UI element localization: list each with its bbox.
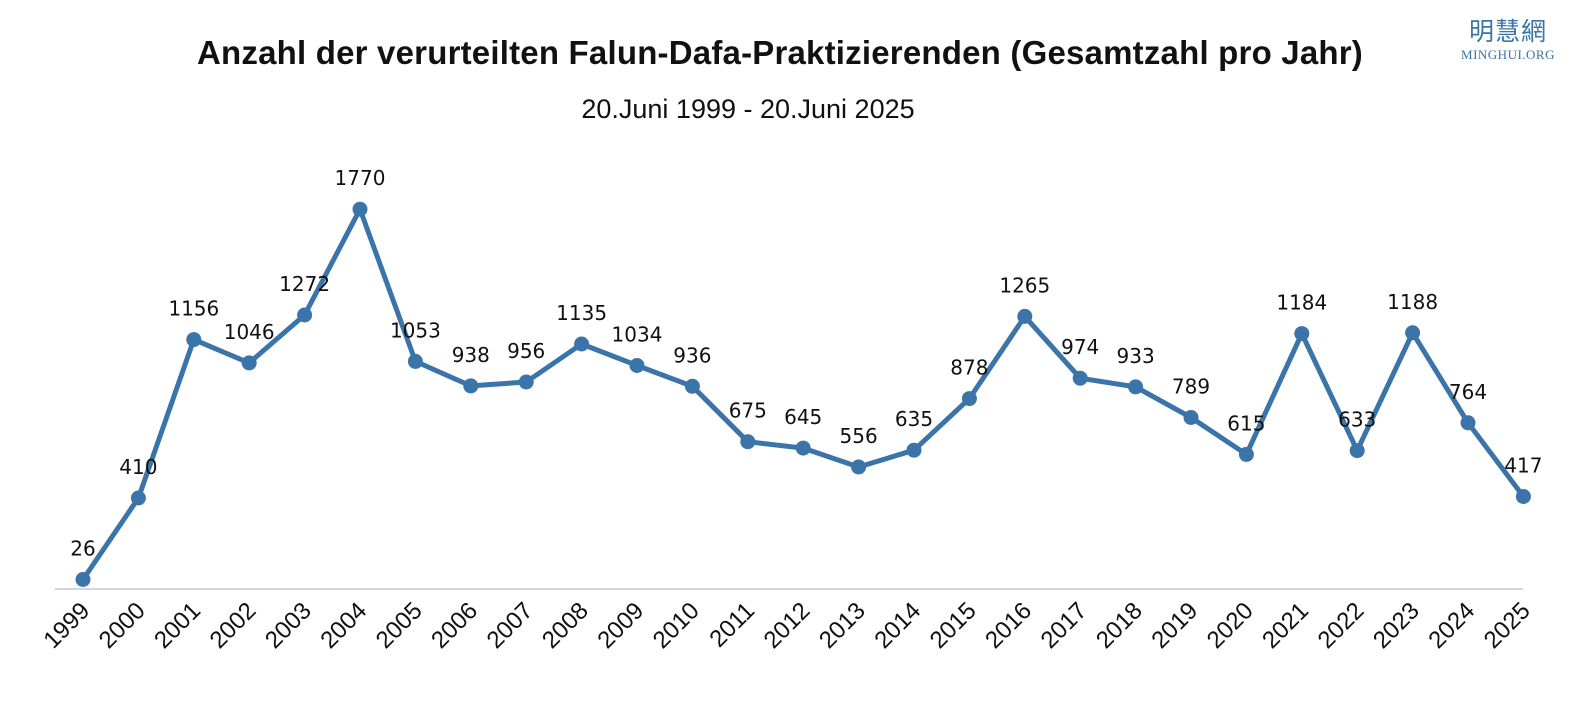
data-point-2008 [574,336,590,352]
logo-cjk-text: 明慧網 [1468,17,1547,46]
x-tick-2007: 2007 [482,597,539,654]
data-label-2013: 556 [840,424,878,448]
data-label-2003: 1272 [279,272,330,296]
data-label-2001: 1156 [168,297,219,321]
x-tick-1999: 1999 [38,597,95,654]
data-label-2000: 410 [119,455,157,479]
data-label-2007: 956 [507,339,545,363]
x-tick-2014: 2014 [869,597,926,654]
x-tick-2013: 2013 [814,597,871,654]
data-point-2018 [1128,379,1144,395]
data-point-2003 [297,307,313,323]
data-point-2014 [906,442,922,458]
x-tick-2025: 2025 [1479,597,1536,654]
x-tick-2018: 2018 [1091,597,1148,654]
data-point-2004 [352,201,368,217]
x-tick-2021: 2021 [1257,597,1314,654]
data-label-2018: 933 [1117,344,1155,368]
x-tick-2023: 2023 [1368,597,1425,654]
data-label-2021: 1184 [1276,291,1327,315]
data-point-2025 [1515,489,1531,504]
x-tick-2017: 2017 [1036,597,1093,654]
x-tick-2011: 2011 [704,597,760,653]
data-point-2005 [407,353,423,369]
x-tick-2000: 2000 [94,597,151,654]
data-label-2009: 1034 [612,323,663,347]
x-tick-2010: 2010 [648,597,705,654]
data-label-2005: 1053 [390,318,441,342]
data-point-2011 [740,434,756,450]
x-tick-2024: 2024 [1423,597,1480,654]
chart-title: Anzahl der verurteilten Falun-Dafa-Prakt… [197,34,1363,71]
data-point-2023 [1405,325,1421,341]
data-label-2014: 635 [895,407,933,431]
x-tick-2022: 2022 [1313,597,1370,654]
data-label-2015: 878 [950,356,988,380]
data-label-2020: 615 [1227,411,1265,435]
x-tick-2001: 2001 [149,597,206,654]
logo-latin-text: MINGHUI.ORG [1461,47,1555,62]
minghui-logo: 明慧網 MINGHUI.ORG [1450,16,1566,62]
x-tick-2016: 2016 [980,597,1037,654]
x-tick-2005: 2005 [371,597,428,654]
x-tick-2015: 2015 [925,597,982,654]
data-label-2023: 1188 [1387,290,1438,314]
data-points [75,201,1531,587]
data-label-2022: 633 [1338,408,1376,432]
data-point-2015 [961,391,977,407]
data-point-2020 [1238,446,1254,462]
data-point-2012 [795,440,811,456]
data-point-2006 [463,378,479,394]
x-tick-2002: 2002 [205,597,262,654]
data-point-2002 [241,355,257,371]
x-tick-2020: 2020 [1202,597,1259,654]
data-point-2021 [1294,326,1310,342]
x-tick-2012: 2012 [759,597,816,654]
data-point-1999 [75,572,91,587]
data-label-2016: 1265 [999,273,1050,297]
data-point-2024 [1460,415,1476,431]
data-label-2011: 675 [729,399,767,423]
x-tick-2019: 2019 [1146,597,1203,654]
data-point-2022 [1349,443,1365,459]
data-label-2008: 1135 [556,301,607,325]
series-line [80,206,1526,582]
data-label-2024: 764 [1449,380,1487,404]
data-point-2010 [684,378,700,394]
x-tick-labels: 1999200020012002200320042005200620072008… [38,597,1535,654]
x-tick-2004: 2004 [315,597,372,654]
data-label-2004: 1770 [335,166,386,190]
data-label-2017: 974 [1061,335,1099,359]
chart-subtitle: 20.Juni 1999 - 20.Juni 2025 [581,94,915,124]
data-label-2006: 938 [452,343,490,367]
data-label-2012: 645 [784,405,822,429]
data-label-2025: 417 [1504,454,1542,478]
label-halo-layer [68,168,1546,560]
data-point-2019 [1183,410,1199,425]
x-tick-2006: 2006 [426,597,483,654]
data-label-2010: 936 [673,343,711,367]
data-point-2007 [518,374,534,390]
data-label-2019: 789 [1172,375,1210,399]
data-point-2017 [1072,370,1088,386]
data-point-2016 [1017,308,1033,324]
data-point-2000 [130,490,146,506]
data-point-2009 [629,358,645,373]
data-point-2001 [186,332,202,348]
x-tick-2003: 2003 [260,597,317,654]
data-point-2013 [851,459,867,475]
x-tick-2009: 2009 [592,597,649,654]
data-label-1999: 26 [70,537,95,561]
x-tick-2008: 2008 [537,597,594,654]
data-label-2002: 1046 [224,320,275,344]
